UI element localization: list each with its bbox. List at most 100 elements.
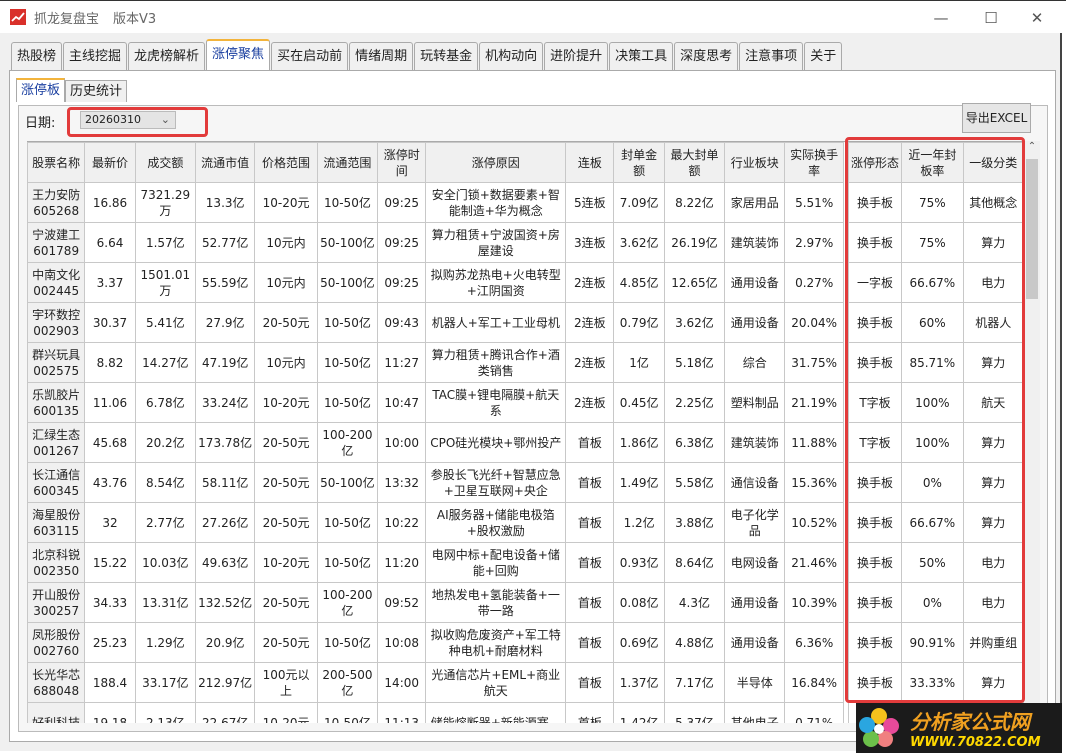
subtab-1[interactable]: 历史统计 bbox=[65, 80, 128, 102]
subtab-0[interactable]: 涨停板 bbox=[16, 78, 66, 102]
vertical-scrollbar[interactable]: ⌃ bbox=[1024, 141, 1040, 723]
table-cell: 60% bbox=[901, 302, 964, 343]
table-cell: 49.63亿 bbox=[194, 542, 256, 583]
chevron-down-icon: ⌄ bbox=[160, 113, 170, 126]
sub-tab-bar: 涨停板 历史统计 bbox=[16, 78, 128, 102]
window-title: 抓龙复盘宝 版本V3 bbox=[34, 8, 156, 27]
tab-2[interactable]: 龙虎榜解析 bbox=[128, 42, 206, 70]
column-header[interactable]: 行业板块 bbox=[724, 142, 786, 183]
column-header[interactable]: 成交额 bbox=[134, 142, 197, 183]
table-cell: 13:32 bbox=[377, 462, 427, 503]
table-row[interactable]: 北京科锐 002350 15.22 10.03亿 49.63亿 10-20元 10-50亿… bbox=[27, 542, 1025, 583]
stock-name-cell: 宁波建工 601789 bbox=[27, 222, 86, 263]
tab-10[interactable]: 深度思考 bbox=[674, 42, 739, 70]
table-cell: 0% bbox=[901, 462, 964, 503]
tab-3[interactable]: 涨停聚焦 bbox=[206, 39, 271, 70]
tab-8[interactable]: 进阶提升 bbox=[544, 42, 609, 70]
table-row[interactable]: 凤形股份 002760 25.23 1.29亿 20.9亿 20-50元 10-50亿 10… bbox=[27, 622, 1025, 663]
scroll-up-icon[interactable]: ⌃ bbox=[1027, 141, 1037, 152]
minimize-button[interactable]: — bbox=[933, 8, 949, 27]
table-cell: 0.69亿 bbox=[613, 622, 665, 663]
table-row[interactable]: 长江通信 600345 43.76 8.54亿 58.11亿 20-50元 50-100亿… bbox=[27, 462, 1025, 503]
tab-1[interactable]: 主线挖掘 bbox=[63, 42, 128, 70]
table-cell: 50% bbox=[901, 542, 964, 583]
column-header[interactable]: 封单金额 bbox=[613, 142, 665, 183]
table-cell: T字板 bbox=[847, 422, 903, 463]
table-cell: 5.51% bbox=[784, 182, 844, 223]
column-header[interactable]: 涨停形态 bbox=[847, 142, 903, 183]
tab-7[interactable]: 机构动向 bbox=[479, 42, 544, 70]
column-header[interactable]: 流通市值 bbox=[194, 142, 256, 183]
table-cell: 3.62亿 bbox=[613, 222, 665, 263]
table-cell: 6.64 bbox=[84, 222, 136, 263]
table-cell: 10:08 bbox=[377, 622, 427, 663]
table-cell: 10-20元 bbox=[254, 382, 318, 423]
table-cell: 1.2亿 bbox=[613, 502, 665, 543]
stock-name-cell: 群兴玩具 002575 bbox=[27, 342, 86, 383]
table-row[interactable]: 汇绿生态 001267 45.68 20.2亿 173.78亿 20-50元 100-20… bbox=[27, 422, 1025, 463]
column-header[interactable]: 实际换手率 bbox=[784, 142, 844, 183]
table-cell: 5.41亿 bbox=[134, 302, 197, 343]
date-value: 20260310 bbox=[85, 113, 141, 126]
table-row[interactable]: 王力安防 605268 16.86 7321.29万 13.3亿 10-20元 10-50… bbox=[27, 182, 1025, 223]
scrollbar-thumb[interactable] bbox=[1026, 159, 1038, 299]
column-header[interactable]: 流通范围 bbox=[316, 142, 379, 183]
close-button[interactable]: ✕ bbox=[1030, 8, 1044, 27]
table-cell: 6.36% bbox=[784, 622, 844, 663]
column-header[interactable]: 最新价 bbox=[84, 142, 136, 183]
column-header[interactable]: 近一年封板率 bbox=[901, 142, 964, 183]
table-cell: 3连板 bbox=[565, 222, 615, 263]
column-header[interactable]: 涨停原因 bbox=[425, 142, 567, 183]
tab-9[interactable]: 决策工具 bbox=[609, 42, 674, 70]
table-cell: 66.67% bbox=[901, 262, 964, 303]
table-cell: 10-20元 bbox=[254, 542, 318, 583]
table-row[interactable]: 开山股份 300257 34.33 13.31亿 132.52亿 20-50元 100-2… bbox=[27, 582, 1025, 623]
table-cell: 0.08亿 bbox=[613, 582, 665, 623]
table-cell: 通信设备 bbox=[724, 462, 786, 503]
tab-6[interactable]: 玩转基金 bbox=[414, 42, 479, 70]
table-cell: 1.42亿 bbox=[613, 702, 665, 723]
table-cell: 家居用品 bbox=[724, 182, 786, 223]
tab-11[interactable]: 注意事项 bbox=[739, 42, 804, 70]
tab-0[interactable]: 热股榜 bbox=[11, 42, 63, 70]
table-cell: 换手板 bbox=[847, 222, 903, 263]
table-row[interactable]: 乐凯胶片 600135 11.06 6.78亿 33.24亿 10-20元 10-50亿 1… bbox=[27, 382, 1025, 423]
table-cell: 首板 bbox=[565, 422, 615, 463]
table-cell: 22.67亿 bbox=[194, 702, 256, 723]
stock-name-cell: 王力安防 605268 bbox=[27, 182, 86, 223]
table-row[interactable]: 宁波建工 601789 6.64 1.57亿 52.77亿 10元内 50-100亿 09:… bbox=[27, 222, 1025, 263]
export-excel-button[interactable]: 导出EXCEL bbox=[962, 103, 1031, 133]
table-cell: 电子化学品 bbox=[724, 502, 786, 543]
table-cell: 通用设备 bbox=[724, 582, 786, 623]
table-cell: 0.45亿 bbox=[613, 382, 665, 423]
main-tab-bar: 热股榜 主线挖掘 龙虎榜解析 涨停聚焦 买在启动前 情绪周期 玩转基金 机构动向 进阶提升 决策工… bbox=[11, 39, 843, 70]
tab-12[interactable]: 关于 bbox=[804, 42, 843, 70]
table-cell: 1.86亿 bbox=[613, 422, 665, 463]
stock-name-cell: 乐凯胶片 600135 bbox=[27, 382, 86, 423]
table-cell: 1.57亿 bbox=[134, 222, 197, 263]
column-header[interactable]: 一级分类 bbox=[962, 142, 1025, 183]
table-cell: 电力 bbox=[962, 262, 1025, 303]
column-header[interactable]: 最大封单额 bbox=[663, 142, 726, 183]
column-header[interactable]: 股票名称 bbox=[27, 142, 86, 183]
tab-5[interactable]: 情绪周期 bbox=[349, 42, 414, 70]
table-cell: 首板 bbox=[565, 702, 615, 723]
table-cell: 一字板 bbox=[847, 262, 903, 303]
table-row[interactable]: 宇环数控 002903 30.37 5.41亿 27.9亿 20-50元 10-50亿 09… bbox=[27, 302, 1025, 343]
maximize-button[interactable]: ☐ bbox=[984, 8, 998, 27]
table-cell: 3.37 bbox=[84, 262, 136, 303]
table-cell: 10-50亿 bbox=[316, 342, 379, 383]
column-header[interactable]: 连板 bbox=[565, 142, 615, 183]
column-header[interactable]: 涨停时间 bbox=[377, 142, 427, 183]
table-cell: 3.62亿 bbox=[663, 302, 726, 343]
table-row[interactable]: 中南文化 002445 3.37 1501.01万 55.59亿 10元内 50-100亿… bbox=[27, 262, 1025, 303]
table-cell: 50-100亿 bbox=[316, 262, 379, 303]
table-cell: 45.68 bbox=[84, 422, 136, 463]
date-select[interactable]: 20260310 ⌄ bbox=[80, 111, 176, 129]
table-cell: 电力 bbox=[962, 582, 1025, 623]
table-cell: 算力 bbox=[962, 462, 1025, 503]
tab-4[interactable]: 买在启动前 bbox=[271, 42, 349, 70]
table-row[interactable]: 海星股份 603115 32 2.77亿 27.26亿 20-50元 10-50亿 10:2… bbox=[27, 502, 1025, 543]
table-cell: 机器人+军工+工业母机 bbox=[425, 302, 567, 343]
column-header[interactable]: 价格范围 bbox=[254, 142, 318, 183]
